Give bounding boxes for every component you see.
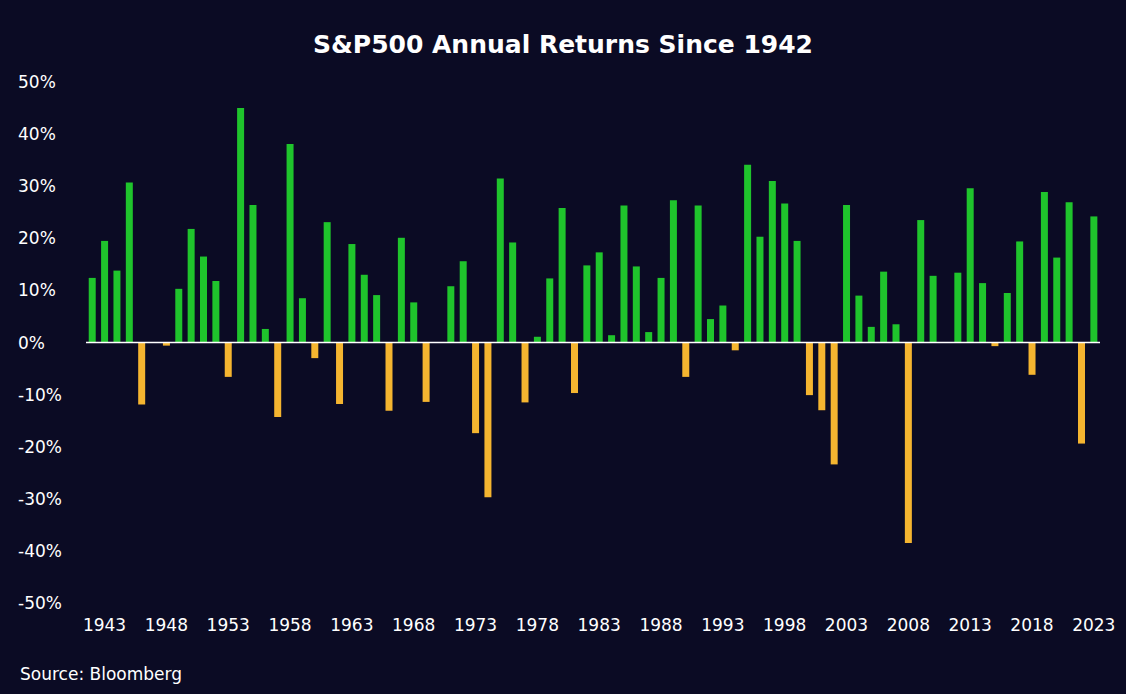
svg-text:1973: 1973 (454, 615, 497, 635)
svg-text:2018: 2018 (1010, 615, 1053, 635)
svg-text:1978: 1978 (516, 615, 559, 635)
html-text:Source: Bloomberg: Source: Bloomberg (20, 664, 182, 684)
svg-text:2023: 2023 (1072, 615, 1115, 635)
svg-text:50%: 50% (18, 72, 56, 92)
svg-text:1953: 1953 (207, 615, 250, 635)
svg-text:-40%: -40% (18, 541, 62, 561)
svg-text:-20%: -20% (18, 437, 62, 457)
svg-text:1958: 1958 (268, 615, 311, 635)
svg-text:1993: 1993 (701, 615, 744, 635)
svg-text:1963: 1963 (330, 615, 373, 635)
svg-text:40%: 40% (18, 124, 56, 144)
svg-text:-10%: -10% (18, 385, 62, 405)
svg-text:2013: 2013 (949, 615, 992, 635)
svg-text:-30%: -30% (18, 489, 62, 509)
svg-text:1983: 1983 (578, 615, 621, 635)
svg-text:1943: 1943 (83, 615, 126, 635)
svg-text:1998: 1998 (763, 615, 806, 635)
svg-text:10%: 10% (18, 280, 56, 300)
svg-text:1948: 1948 (145, 615, 188, 635)
svg-text:0%: 0% (18, 333, 45, 353)
svg-text:1988: 1988 (639, 615, 682, 635)
svg-text:30%: 30% (18, 176, 56, 196)
svg-text:20%: 20% (18, 228, 56, 248)
svg-text:2003: 2003 (825, 615, 868, 635)
svg-text:2008: 2008 (887, 615, 930, 635)
html-text:S&P500 Annual Returns Since 19: S&P500 Annual Returns Since 1942 (313, 30, 813, 59)
svg-text:1968: 1968 (392, 615, 435, 635)
svg-text:-50%: -50% (18, 593, 62, 613)
